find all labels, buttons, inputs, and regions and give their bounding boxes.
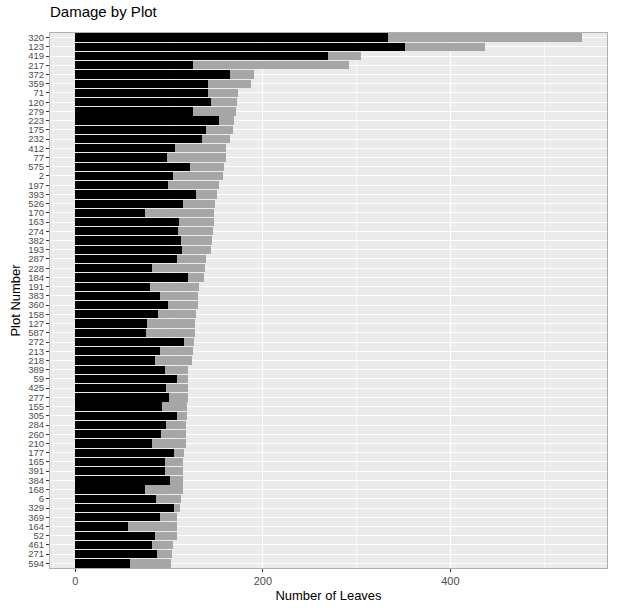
svg-text:526: 526 [28,198,44,209]
svg-text:Damage by Plot: Damage by Plot [50,3,158,20]
svg-text:163: 163 [28,216,44,227]
svg-text:191: 191 [28,281,44,292]
svg-text:170: 170 [28,207,44,218]
svg-text:594: 594 [28,558,44,569]
svg-text:400: 400 [441,575,459,587]
svg-text:391: 391 [28,465,44,476]
svg-text:168: 168 [28,484,44,495]
svg-text:127: 127 [28,318,44,329]
svg-text:360: 360 [28,299,44,310]
svg-text:305: 305 [28,410,44,421]
svg-text:155: 155 [28,401,44,412]
svg-text:284: 284 [28,419,44,430]
svg-text:213: 213 [28,346,44,357]
svg-text:277: 277 [28,392,44,403]
svg-text:274: 274 [28,226,44,237]
svg-text:197: 197 [28,180,44,191]
svg-text:177: 177 [28,447,44,458]
svg-text:575: 575 [28,161,44,172]
svg-text:77: 77 [34,152,45,163]
svg-text:372: 372 [28,69,44,80]
svg-text:200: 200 [254,575,272,587]
svg-text:369: 369 [28,512,44,523]
svg-text:461: 461 [28,539,44,550]
svg-text:52: 52 [34,530,45,541]
svg-text:223: 223 [28,115,44,126]
svg-text:123: 123 [28,41,44,52]
svg-text:184: 184 [28,272,44,283]
svg-text:232: 232 [28,133,44,144]
svg-text:359: 359 [28,78,44,89]
svg-text:59: 59 [34,373,45,384]
svg-text:287: 287 [28,253,44,264]
svg-text:218: 218 [28,355,44,366]
svg-text:6: 6 [39,493,44,504]
svg-text:587: 587 [28,327,44,338]
svg-text:279: 279 [28,106,44,117]
svg-text:193: 193 [28,244,44,255]
svg-text:384: 384 [28,475,44,486]
svg-text:419: 419 [28,50,44,61]
svg-text:412: 412 [28,143,44,154]
svg-text:175: 175 [28,124,44,135]
svg-text:382: 382 [28,235,44,246]
svg-text:165: 165 [28,456,44,467]
svg-text:260: 260 [28,429,44,440]
svg-text:158: 158 [28,309,44,320]
svg-text:393: 393 [28,189,44,200]
svg-text:271: 271 [28,548,44,559]
svg-text:329: 329 [28,502,44,513]
svg-text:Number of Leaves: Number of Leaves [275,588,382,603]
svg-text:Plot Number: Plot Number [8,264,23,337]
svg-text:71: 71 [34,87,45,98]
svg-text:320: 320 [28,32,44,43]
svg-text:217: 217 [28,60,44,71]
svg-text:164: 164 [28,521,44,532]
svg-text:272: 272 [28,336,44,347]
svg-text:425: 425 [28,382,44,393]
svg-text:389: 389 [28,364,44,375]
svg-text:120: 120 [28,97,44,108]
svg-text:383: 383 [28,290,44,301]
svg-text:0: 0 [72,575,78,587]
svg-text:210: 210 [28,438,44,449]
svg-text:228: 228 [28,263,44,274]
svg-text:2: 2 [39,170,44,181]
